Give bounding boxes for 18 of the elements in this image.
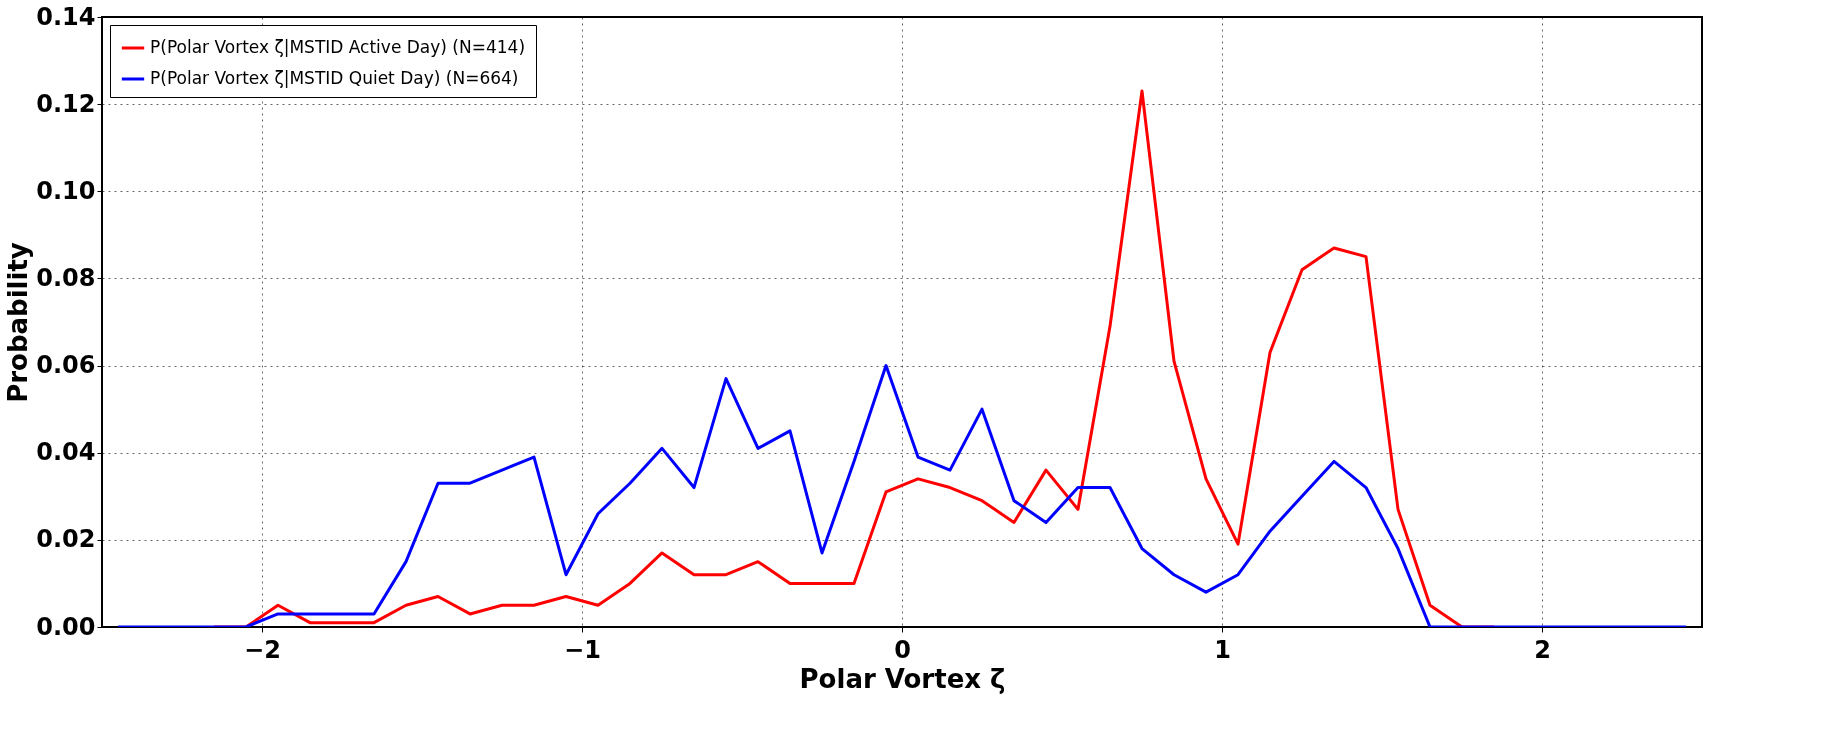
y-axis-title: Probability	[3, 242, 34, 403]
y-tick-label: 0.06	[36, 351, 96, 380]
y-tick-label: 0.12	[36, 89, 96, 118]
x-axis-title: Polar Vortex ζ	[799, 663, 1006, 694]
y-tick-label: 0.04	[36, 438, 96, 467]
y-tick-label: 0.14	[36, 2, 96, 31]
legend-label: P(Polar Vortex ζ|MSTID Quiet Day) (N=664)	[150, 68, 519, 88]
x-tick-label: 2	[1534, 635, 1551, 664]
y-tick-label: 0.10	[36, 176, 96, 205]
x-tick-label: −1	[564, 635, 601, 664]
legend-label: P(Polar Vortex ζ|MSTID Active Day) (N=414)	[150, 37, 526, 57]
y-tick-label: 0.00	[36, 612, 96, 641]
x-tick-label: 1	[1214, 635, 1231, 664]
line-series	[116, 364, 1688, 627]
x-tick-label: 0	[894, 635, 911, 664]
y-tick-label: 0.02	[36, 525, 96, 554]
y-tick-label: 0.08	[36, 263, 96, 292]
x-tick-label: −2	[244, 635, 281, 664]
